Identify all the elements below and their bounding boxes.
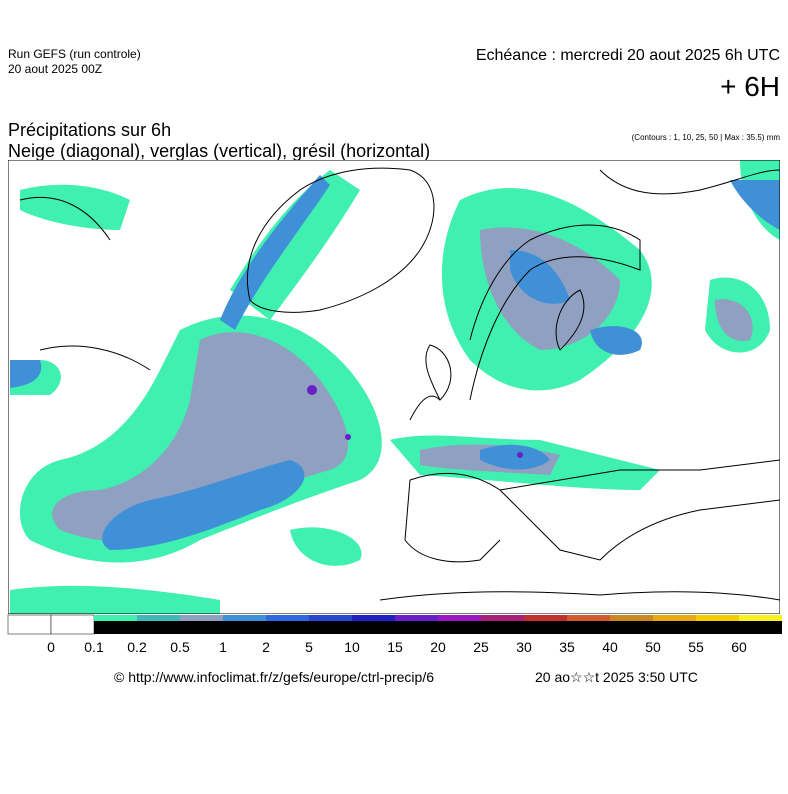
lead-time: + 6H bbox=[720, 71, 780, 102]
legend-band bbox=[438, 621, 481, 634]
legend-swatch bbox=[739, 615, 782, 621]
map-subtitle: Neige (diagonal), verglas (vertical), gr… bbox=[8, 141, 430, 161]
legend-swatch bbox=[180, 615, 223, 621]
legend-label: 0 bbox=[47, 639, 55, 655]
map bbox=[8, 160, 780, 614]
legend-band bbox=[309, 621, 352, 634]
legend-swatch bbox=[395, 615, 438, 621]
legend-label: 25 bbox=[473, 639, 489, 655]
contours-note: (Contours : 1, 10, 25, 50 | Max : 35.5) … bbox=[632, 133, 781, 142]
legend-band bbox=[524, 621, 567, 634]
legend-swatch bbox=[94, 615, 137, 621]
legend-label: 35 bbox=[559, 639, 575, 655]
legend-band bbox=[266, 621, 309, 634]
legend: 0 0.1 0.2 0.5 1 2 5 10 15 20 25 30 35 40 50 55 60 bbox=[7, 614, 782, 655]
legend-band bbox=[653, 621, 696, 634]
legend-band bbox=[395, 621, 438, 634]
timestamp: 20 ao☆☆t 2025 3:50 UTC bbox=[535, 669, 698, 685]
legend-band bbox=[180, 621, 223, 634]
legend-band bbox=[137, 621, 180, 634]
run-date: 20 aout 2025 00Z bbox=[8, 62, 102, 76]
legend-label: 5 bbox=[305, 639, 313, 655]
legend-label: 50 bbox=[645, 639, 661, 655]
legend-label: 0.5 bbox=[170, 639, 190, 655]
legend-label: 0.1 bbox=[84, 639, 104, 655]
legend-swatch bbox=[653, 615, 696, 621]
valid-time: Echéance : mercredi 20 aout 2025 6h UTC bbox=[476, 47, 780, 64]
legend-swatch bbox=[438, 615, 481, 621]
legend-swatch bbox=[481, 615, 524, 621]
legend-band bbox=[610, 621, 653, 634]
legend-box bbox=[7, 614, 52, 635]
legend-label: 20 bbox=[430, 639, 446, 655]
map-title: Précipitations sur 6h bbox=[8, 120, 171, 140]
legend-swatch bbox=[610, 615, 653, 621]
legend-band bbox=[481, 621, 524, 634]
legend-box bbox=[50, 614, 95, 635]
legend-label: 0.2 bbox=[127, 639, 147, 655]
legend-label: 60 bbox=[731, 639, 747, 655]
legend-swatch bbox=[266, 615, 309, 621]
source-url: © http://www.infoclimat.fr/z/gefs/europe… bbox=[114, 669, 434, 685]
legend-swatch bbox=[223, 615, 266, 621]
legend-swatch bbox=[352, 615, 395, 621]
legend-band bbox=[352, 621, 395, 634]
legend-label: 2 bbox=[262, 639, 270, 655]
legend-label: 10 bbox=[344, 639, 360, 655]
legend-swatch bbox=[524, 615, 567, 621]
legend-label: 30 bbox=[516, 639, 532, 655]
legend-swatch bbox=[567, 615, 610, 621]
legend-band bbox=[696, 621, 739, 634]
legend-band bbox=[94, 621, 137, 634]
legend-label: 15 bbox=[387, 639, 403, 655]
legend-swatch bbox=[309, 615, 352, 621]
legend-swatch bbox=[137, 615, 180, 621]
legend-swatch bbox=[696, 615, 739, 621]
legend-band bbox=[567, 621, 610, 634]
legend-label: 55 bbox=[688, 639, 704, 655]
legend-label: 40 bbox=[602, 639, 618, 655]
run-label: Run GEFS (run controle) bbox=[8, 47, 141, 61]
legend-band bbox=[739, 621, 782, 634]
legend-label: 1 bbox=[219, 639, 227, 655]
legend-band bbox=[223, 621, 266, 634]
